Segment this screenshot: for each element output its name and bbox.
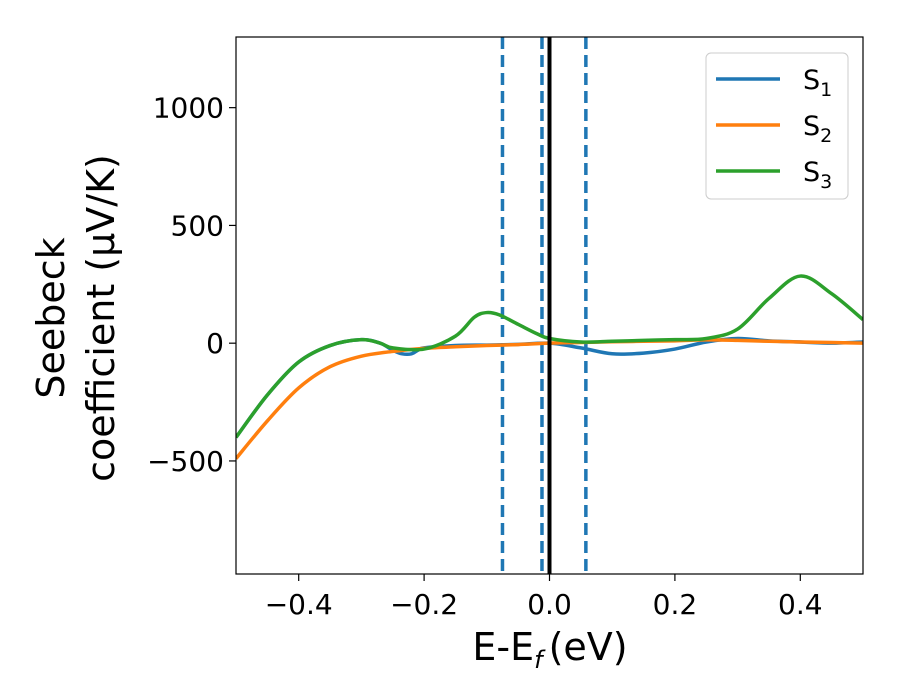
y-tick-label: 1000 [153,92,224,125]
reference-lines [500,37,588,574]
x-axis-ticks: −0.4 −0.2 0.0 0.2 0.4 [265,574,823,621]
x-tick-label: −0.2 [390,588,458,621]
y-axis-label-line1: Seebeck [29,237,73,398]
x-tick-label: 0.0 [527,588,572,621]
legend-label-s3: S3 [803,157,832,193]
x-tick-label: −0.4 [265,588,333,621]
y-axis-label: Seebeck coefficient (μV/K) [29,154,123,482]
y-tick-label: 500 [171,209,224,242]
series-lines [236,37,863,574]
x-tick-label: 0.2 [653,588,698,621]
legend-label-s1: S1 [803,65,832,101]
series-line-s3 [236,274,863,439]
y-axis-label-line2: coefficient (μV/K) [79,154,123,482]
x-axis-label: E-Ef (eV) [472,625,627,674]
legend-label-s2: S2 [803,111,832,147]
y-tick-label: 0 [206,327,224,360]
legend: S1 S2 S3 [705,52,849,200]
y-tick-label: −500 [147,445,224,478]
x-tick-label: 0.4 [778,588,823,621]
y-axis-ticks: −500 0 500 1000 [147,92,236,478]
